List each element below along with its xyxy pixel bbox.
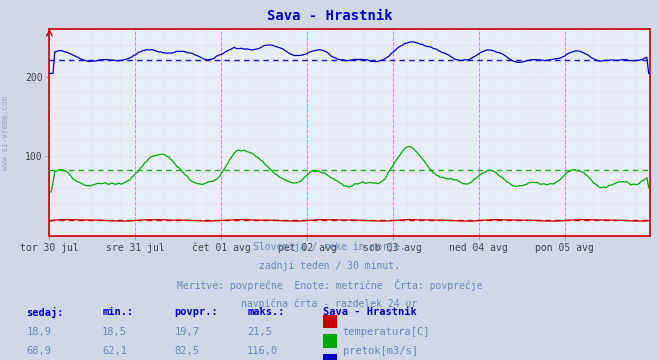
Text: zadnji teden / 30 minut.: zadnji teden / 30 minut. [259,261,400,271]
Text: navpična črta - razdelek 24 ur: navpična črta - razdelek 24 ur [241,298,418,309]
Text: 62,1: 62,1 [102,346,127,356]
Text: www.si-vreme.com: www.si-vreme.com [1,96,10,170]
Text: pretok[m3/s]: pretok[m3/s] [343,346,418,356]
Text: 21,5: 21,5 [247,327,272,337]
Text: Slovenija / reke in morje.: Slovenija / reke in morje. [253,242,406,252]
Text: Sava - Hrastnik: Sava - Hrastnik [267,9,392,23]
Text: 68,9: 68,9 [26,346,51,356]
Text: maks.:: maks.: [247,307,285,317]
Text: povpr.:: povpr.: [175,307,218,317]
Text: 18,5: 18,5 [102,327,127,337]
Text: Sava - Hrastnik: Sava - Hrastnik [323,307,416,317]
Text: 18,9: 18,9 [26,327,51,337]
Text: temperatura[C]: temperatura[C] [343,327,430,337]
Text: 19,7: 19,7 [175,327,200,337]
Text: sedaj:: sedaj: [26,307,64,318]
Text: 82,5: 82,5 [175,346,200,356]
Text: min.:: min.: [102,307,133,317]
Text: Meritve: povprečne  Enote: metrične  Črta: povprečje: Meritve: povprečne Enote: metrične Črta:… [177,279,482,291]
Text: 116,0: 116,0 [247,346,278,356]
